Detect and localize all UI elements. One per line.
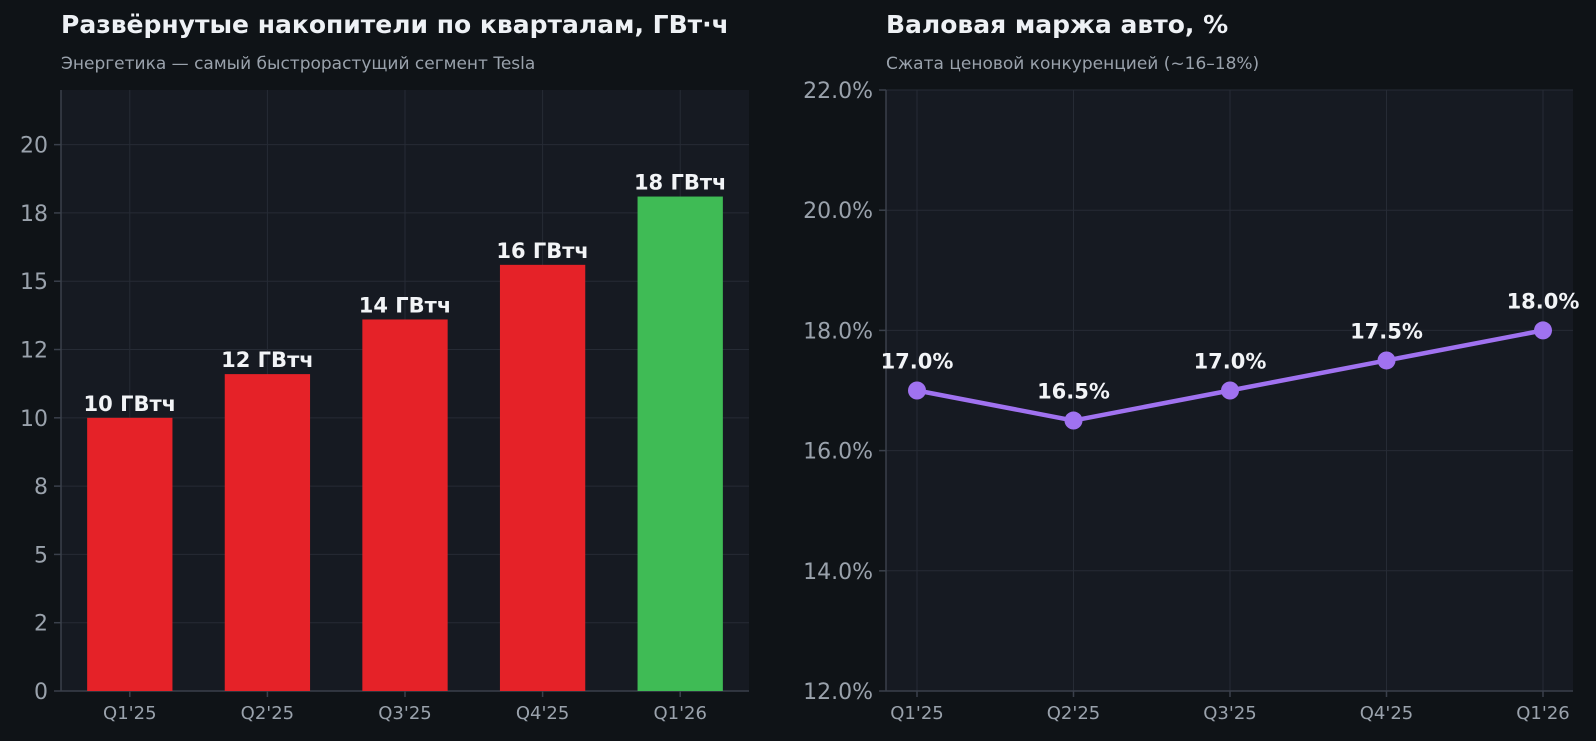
- margin-value-label: 17.0%: [1194, 350, 1267, 374]
- margin-value-label: 17.0%: [881, 350, 954, 374]
- line-chart-subtitle: Сжата ценовой конкуренцией (~16–18%): [886, 54, 1260, 74]
- bar-Q4'25: [499, 264, 586, 691]
- bar-chart-subtitle: Энергетика — самый быстрорастущий сегмен…: [61, 54, 536, 74]
- line-ytick-label: 14.0%: [803, 560, 873, 585]
- bar-chart: 0 2 5 8 10 12 15 18 20 10 ГВтч Q1'25 12 ГВтч Q2'25 14…: [20, 90, 749, 724]
- line-ytick-label: 12.0%: [803, 680, 873, 705]
- bar-Q1'25: [87, 417, 173, 691]
- bar-chart-title: Развёрнутые накопители по кварталам, ГВт…: [61, 10, 729, 39]
- bar-xtick-label: Q3'25: [378, 703, 431, 724]
- bar-xtick-label: Q1'26: [653, 703, 706, 724]
- margin-point-Q1'25: [908, 381, 926, 400]
- bar-xtick-label: Q2'25: [241, 703, 294, 724]
- bar-ytick-label: 12: [20, 339, 48, 364]
- margin-value-label: 16.5%: [1037, 380, 1110, 404]
- line-xtick-label: Q2'25: [1047, 703, 1100, 724]
- line-xtick-label: Q4'25: [1360, 703, 1413, 724]
- line-chart: 12.0% 14.0% 16.0% 18.0% 20.0% 22.0% Q1'25 Q2'25…: [803, 79, 1579, 724]
- bar-xtick-label: Q1'25: [103, 703, 156, 724]
- bar-Q2'25: [224, 374, 311, 691]
- bar-ytick-label: 10: [20, 407, 48, 432]
- line-ytick-label: 16.0%: [803, 440, 873, 465]
- bar-value-label: 14 ГВтч: [359, 293, 452, 317]
- margin-point-Q3'25: [1221, 381, 1239, 400]
- bar-value-label: 18 ГВтч: [634, 171, 727, 195]
- margin-point-Q2'25: [1064, 411, 1083, 430]
- margin-value-label: 18.0%: [1507, 289, 1580, 313]
- bar-ytick-label: 8: [34, 475, 48, 500]
- line-xtick-label: Q1'25: [890, 703, 943, 724]
- bar-ytick-label: 15: [20, 270, 48, 295]
- line-xtick-label: Q3'25: [1203, 703, 1256, 724]
- bar-value-label: 10 ГВтч: [84, 392, 177, 416]
- bar-ytick-label: 18: [20, 202, 48, 227]
- margin-point-Q4'25: [1377, 351, 1396, 370]
- bar-ytick-label: 20: [20, 134, 48, 159]
- margin-point-Q1'26: [1534, 321, 1552, 340]
- bar-ytick-label: 5: [34, 543, 48, 568]
- bar-Q3'25: [362, 319, 448, 691]
- bar-xtick-label: Q4'25: [516, 703, 569, 724]
- line-xtick-label: Q1'26: [1516, 703, 1569, 724]
- bar-ytick-label: 2: [34, 612, 48, 637]
- margin-value-label: 17.5%: [1350, 319, 1423, 343]
- line-chart-title: Валовая маржа авто, %: [886, 10, 1229, 39]
- bar-value-label: 12 ГВтч: [221, 348, 314, 372]
- bar-value-label: 16 ГВтч: [496, 239, 589, 263]
- bar-Q1'26: [637, 196, 723, 692]
- line-ytick-label: 20.0%: [803, 199, 873, 224]
- bar-ytick-label: 0: [34, 680, 48, 705]
- line-ytick-label: 18.0%: [803, 319, 873, 344]
- line-ytick-label: 22.0%: [803, 79, 873, 104]
